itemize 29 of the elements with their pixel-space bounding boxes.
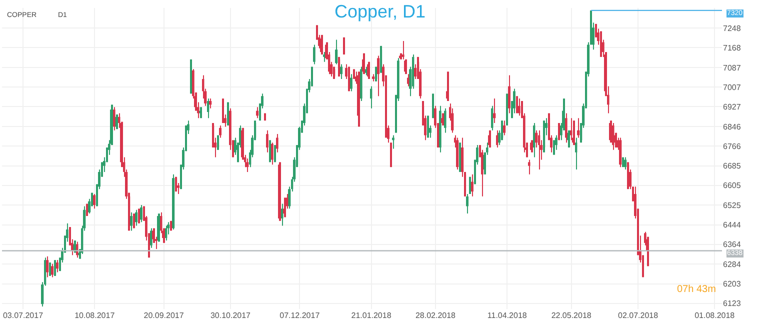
x-tick-label: 28.02.2018 (415, 311, 456, 320)
annotation: 07h 43m (677, 284, 716, 295)
y-tick-label: 7248 (723, 24, 742, 33)
x-tick-label: 11.04.2018 (487, 311, 528, 320)
x-tick-label: 02.07.2018 (618, 311, 659, 320)
y-tick-label: 6525 (723, 200, 742, 210)
y-tick-label: 6766 (723, 142, 742, 151)
x-tick-label: 01.08.2018 (694, 311, 736, 320)
y-tick-label: 6284 (723, 260, 742, 269)
y-tick-label: 6685 (723, 162, 742, 171)
x-tick-label: 30.10.2017 (210, 311, 252, 320)
y-tick-label: 6444 (723, 220, 742, 230)
y-tick-label: 6364 (723, 240, 742, 250)
chart-title: Copper, D1 (334, 1, 426, 22)
y-tick-label: 7087 (723, 63, 742, 72)
x-tick-label: 03.07.2017 (2, 311, 44, 320)
y-tick-label: 7168 (723, 43, 742, 52)
x-tick-label: 21.01.2018 (351, 311, 392, 320)
x-tick-label: 07.12.2017 (280, 311, 320, 320)
candlestick (269, 140, 271, 162)
y-tick-label: 6203 (723, 280, 742, 289)
y-tick-label: 6123 (723, 299, 742, 308)
x-tick-label: 10.08.2017 (74, 311, 116, 320)
y-tick-label: 6605 (723, 181, 742, 190)
y-tick-label: 7007 (723, 82, 742, 92)
y-tick-label: 6927 (723, 102, 742, 112)
x-tick-label: 22.05.2018 (551, 311, 592, 320)
y-tick-label: 6846 (723, 122, 742, 132)
x-tick-label: 20.09.2017 (144, 311, 184, 320)
